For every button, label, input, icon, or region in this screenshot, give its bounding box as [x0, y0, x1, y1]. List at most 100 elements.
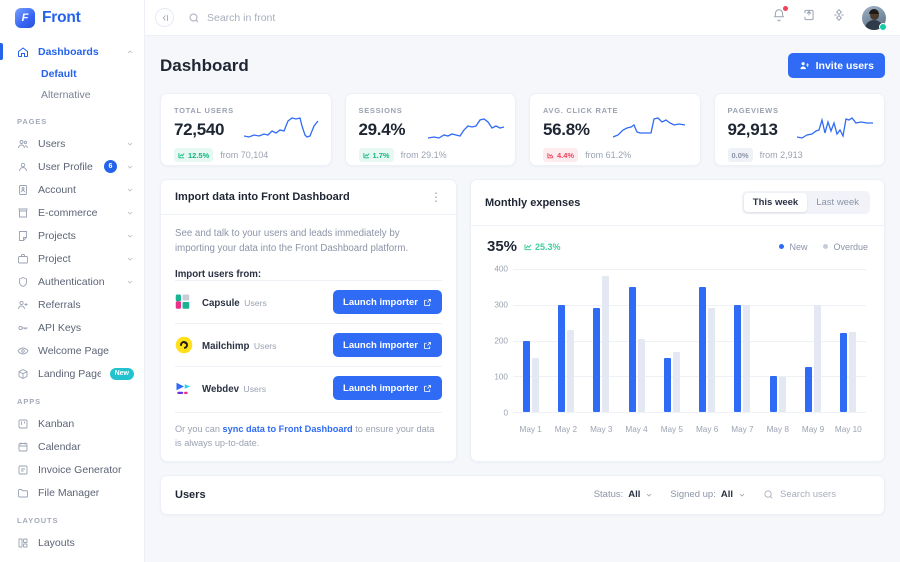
- source-name: Capsule: [202, 298, 240, 310]
- x-axis-tick: May 4: [625, 425, 648, 434]
- bar-overdue[interactable]: [743, 304, 751, 412]
- briefcase-icon: [18, 253, 28, 263]
- sync-data-link[interactable]: sync data to Front Dashboard: [222, 424, 353, 435]
- launch-importer-button[interactable]: Launch importer: [333, 290, 442, 315]
- bar-group[interactable]: [795, 269, 830, 412]
- sparkline-chart: [428, 118, 504, 139]
- bar-new[interactable]: [522, 340, 530, 412]
- avatar[interactable]: [862, 5, 887, 31]
- bar-overdue[interactable]: [814, 304, 822, 412]
- chart-legend: New Overdue: [779, 242, 868, 252]
- bar-overdue[interactable]: [566, 329, 574, 412]
- sidebar-item-label: Account: [38, 183, 76, 196]
- sidebar-item-user-profile[interactable]: User Profile 6: [0, 155, 144, 178]
- stat-card-total-users: TOTAL USERS 72,540 12.5% from 70,104: [160, 93, 332, 166]
- bar-new[interactable]: [734, 304, 742, 412]
- bar-group[interactable]: [725, 269, 760, 412]
- launch-importer-button[interactable]: Launch importer: [333, 376, 442, 401]
- collapse-sidebar-icon[interactable]: [155, 8, 174, 27]
- launch-importer-label: Launch importer: [343, 296, 418, 308]
- chevron-down-icon: [739, 493, 745, 497]
- bar-group[interactable]: [760, 269, 795, 412]
- bar-overdue[interactable]: [602, 276, 610, 412]
- bar-group[interactable]: [548, 269, 583, 412]
- sidebar-item-label: Invoice Generator: [38, 463, 122, 476]
- bar-overdue[interactable]: [778, 376, 786, 412]
- bar-group[interactable]: [654, 269, 689, 412]
- sidebar-item-landing-page[interactable]: Landing Page New: [0, 362, 144, 385]
- brand[interactable]: F Front: [0, 0, 144, 36]
- range-last-week[interactable]: Last week: [816, 197, 859, 208]
- bar-overdue[interactable]: [531, 358, 539, 412]
- sidebar-item-layouts[interactable]: Layouts: [0, 531, 144, 554]
- search-input[interactable]: [207, 11, 427, 24]
- bar-new[interactable]: [769, 376, 777, 412]
- launch-importer-button[interactable]: Launch importer: [333, 333, 442, 358]
- page-content: Dashboard Invite users TOTAL USERS 72,54…: [145, 36, 900, 562]
- bar-new[interactable]: [663, 358, 671, 412]
- stat-value: 29.4%: [358, 120, 406, 139]
- sidebar-item-e-commerce[interactable]: E-commerce: [0, 201, 144, 224]
- bar-group[interactable]: [619, 269, 654, 412]
- sidebar-item-calendar[interactable]: Calendar: [0, 435, 144, 458]
- range-this-week[interactable]: This week: [743, 193, 808, 212]
- sidebar-item-file-manager[interactable]: File Manager: [0, 481, 144, 504]
- filter-signed-up[interactable]: Signed up: All: [670, 489, 746, 500]
- trend-up-icon: [178, 152, 185, 158]
- gridline: 400: [494, 265, 866, 274]
- sidebar-item-authentication[interactable]: Authentication: [0, 270, 144, 293]
- sidebar-item-account[interactable]: Account: [0, 178, 144, 201]
- sidebar-item-project[interactable]: Project: [0, 247, 144, 270]
- stat-footer: 1.7% from 29.1%: [358, 148, 503, 162]
- sidebar-item-api-keys[interactable]: API Keys: [0, 316, 144, 339]
- kebab-menu-icon[interactable]: ⋮: [430, 190, 442, 204]
- sidebar-subitem-alternative[interactable]: Alternative: [41, 88, 91, 101]
- stat-card-avg-click-rate: AVG. CLICK RATE 56.8% 4.4% from 61.2%: [529, 93, 701, 166]
- stat-delta-pill: 12.5%: [174, 148, 214, 162]
- notifications-icon[interactable]: [772, 6, 788, 27]
- apps-grid-icon[interactable]: [832, 8, 846, 27]
- bar-new[interactable]: [557, 304, 565, 412]
- users-search-input[interactable]: [780, 489, 870, 501]
- legend-dot: [779, 244, 785, 249]
- share-icon[interactable]: [802, 8, 816, 27]
- users-search[interactable]: [763, 489, 870, 501]
- sidebar-item-invoice-generator[interactable]: Invoice Generator: [0, 458, 144, 481]
- users-filters: Status: All Signed up: All: [594, 489, 870, 501]
- bar-group[interactable]: [584, 269, 619, 412]
- invite-users-label: Invite users: [815, 59, 874, 72]
- sidebar-section-layouts: LAYOUTS: [17, 516, 59, 525]
- bar-new[interactable]: [628, 286, 636, 412]
- range-toggle[interactable]: This week Last week: [741, 191, 870, 214]
- trend-up-icon: [362, 152, 369, 158]
- sidebar-item-label: Referrals: [38, 298, 81, 311]
- sidebar-item-kanban[interactable]: Kanban: [0, 412, 144, 435]
- bar-new[interactable]: [840, 333, 848, 412]
- sidebar-item-projects[interactable]: Projects: [0, 224, 144, 247]
- bar-group[interactable]: [831, 269, 866, 412]
- sidebar-nav[interactable]: Dashboards Default Alternative PAGES Use…: [0, 36, 144, 562]
- bar-group[interactable]: [513, 269, 548, 412]
- bars: [513, 269, 866, 412]
- filter-signed-up-value: All: [720, 489, 733, 501]
- filter-status[interactable]: Status: All: [594, 489, 654, 500]
- sidebar-subitem-default[interactable]: Default: [41, 67, 77, 80]
- stat-delta-pill: 4.4%: [543, 148, 579, 162]
- sidebar-item-users[interactable]: Users: [0, 132, 144, 155]
- monthly-expenses-panel: Monthly expenses This week Last week 35%…: [470, 179, 885, 462]
- invite-users-button[interactable]: Invite users: [787, 53, 885, 78]
- bar-overdue[interactable]: [849, 331, 857, 412]
- gridline: 100: [494, 373, 866, 382]
- bar-new[interactable]: [699, 286, 707, 412]
- bar-overdue[interactable]: [637, 339, 645, 412]
- bar-group[interactable]: [689, 269, 724, 412]
- bar-new[interactable]: [805, 367, 813, 412]
- chart-kpi-delta-value: 25.3%: [535, 242, 561, 252]
- sidebar-item-referrals[interactable]: Referrals: [0, 293, 144, 316]
- bar-overdue[interactable]: [672, 351, 680, 412]
- bar-overdue[interactable]: [708, 308, 716, 412]
- sidebar-item-dashboards[interactable]: Dashboards: [0, 40, 144, 63]
- sidebar-item-welcome-page[interactable]: Welcome Page: [0, 339, 144, 362]
- bar-new[interactable]: [593, 308, 601, 412]
- global-search[interactable]: [188, 11, 772, 24]
